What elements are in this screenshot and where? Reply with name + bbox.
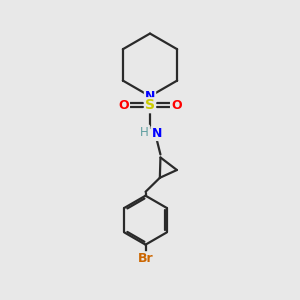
Text: N: N (152, 127, 162, 140)
Text: N: N (145, 90, 155, 103)
Text: O: O (118, 99, 129, 112)
Text: H: H (140, 126, 149, 139)
Text: Br: Br (138, 252, 153, 265)
Text: S: S (145, 98, 155, 112)
Text: O: O (171, 99, 181, 112)
